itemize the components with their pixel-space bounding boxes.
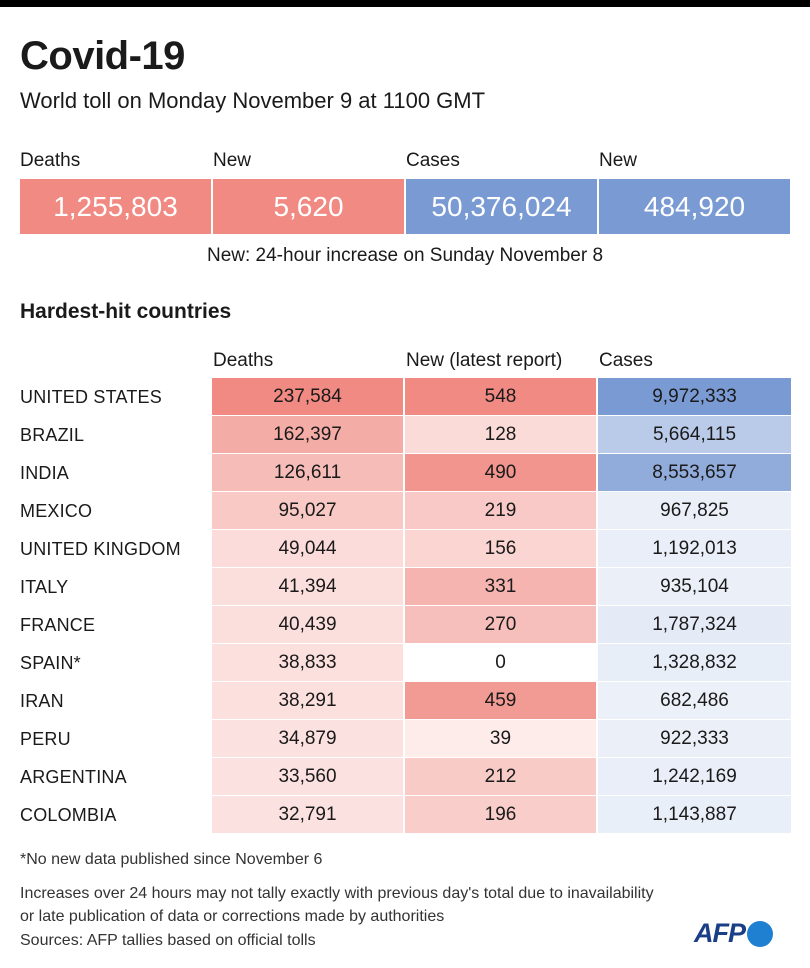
- table-row: UNITED STATES 237,584 548 9,972,333: [0, 378, 810, 416]
- country-name: UNITED KINGDOM: [20, 539, 181, 559]
- summary-new-cases-value: 484,920: [599, 179, 790, 234]
- table-row: ARGENTINA 33,560 212 1,242,169: [0, 758, 810, 796]
- country-name: PERU: [20, 729, 71, 749]
- deaths-cell: 33,560: [212, 758, 403, 795]
- country-name: IRAN: [20, 691, 64, 711]
- new-cell: 548: [405, 378, 596, 415]
- new-cell: 219: [405, 492, 596, 529]
- col-header-cases: Cases: [599, 350, 653, 371]
- cases-cell: 922,333: [598, 720, 791, 757]
- page-title: Covid-19: [20, 34, 185, 78]
- table-row: MEXICO 95,027 219 967,825: [0, 492, 810, 530]
- cases-cell: 5,664,115: [598, 416, 791, 453]
- cases-cell: 9,972,333: [598, 378, 791, 415]
- top-rule: [0, 0, 810, 7]
- summary-deaths-value: 1,255,803: [20, 179, 211, 234]
- new-cell: 0: [405, 644, 596, 681]
- new-cell: 212: [405, 758, 596, 795]
- deaths-cell: 41,394: [212, 568, 403, 605]
- afp-logo: AFP: [694, 918, 773, 949]
- cases-cell: 682,486: [598, 682, 791, 719]
- summary-new-cases-label: New: [599, 150, 638, 171]
- deaths-cell: 38,833: [212, 644, 403, 681]
- table-row: BRAZIL 162,397 128 5,664,115: [0, 416, 810, 454]
- col-header-deaths: Deaths: [213, 350, 274, 371]
- cases-cell: 967,825: [598, 492, 791, 529]
- cases-cell: 1,242,169: [598, 758, 791, 795]
- deaths-cell: 126,611: [212, 454, 403, 491]
- afp-logo-text: AFP: [694, 918, 746, 948]
- new-cell: 39: [405, 720, 596, 757]
- deaths-cell: 49,044: [212, 530, 403, 567]
- table-row: COLOMBIA 32,791 196 1,143,887: [0, 796, 810, 834]
- new-cell: 270: [405, 606, 596, 643]
- table-row: ITALY 41,394 331 935,104: [0, 568, 810, 606]
- table-row: UNITED KINGDOM 49,044 156 1,192,013: [0, 530, 810, 568]
- country-name: FRANCE: [20, 615, 96, 635]
- table-row: SPAIN* 38,833 0 1,328,832: [0, 644, 810, 682]
- new-cell: 196: [405, 796, 596, 833]
- deaths-cell: 237,584: [212, 378, 403, 415]
- deaths-cell: 40,439: [212, 606, 403, 643]
- table-row: PERU 34,879 39 922,333: [0, 720, 810, 758]
- country-table: UNITED STATES 237,584 548 9,972,333 BRAZIL 16…: [0, 378, 810, 834]
- new-cell: 331: [405, 568, 596, 605]
- summary-new-deaths-label: New: [213, 150, 252, 171]
- disclaimer-line-2: or late publication of data or correctio…: [20, 908, 445, 925]
- country-name: UNITED STATES: [20, 387, 162, 407]
- cases-cell: 1,328,832: [598, 644, 791, 681]
- deaths-cell: 38,291: [212, 682, 403, 719]
- disclaimer-line-1: Increases over 24 hours may not tally ex…: [20, 885, 654, 902]
- country-name: SPAIN*: [20, 653, 81, 673]
- cases-cell: 1,143,887: [598, 796, 791, 833]
- deaths-cell: 34,879: [212, 720, 403, 757]
- country-name: ARGENTINA: [20, 767, 127, 787]
- new-cell: 156: [405, 530, 596, 567]
- country-name: COLOMBIA: [20, 805, 117, 825]
- deaths-cell: 162,397: [212, 416, 403, 453]
- cases-cell: 8,553,657: [598, 454, 791, 491]
- table-row: INDIA 126,611 490 8,553,657: [0, 454, 810, 492]
- col-header-new: New (latest report): [406, 350, 563, 371]
- new-cell: 490: [405, 454, 596, 491]
- page-subtitle: World toll on Monday November 9 at 1100 …: [20, 88, 486, 113]
- summary-cases-value: 50,376,024: [406, 179, 597, 234]
- country-name: BRAZIL: [20, 425, 85, 445]
- cases-cell: 1,192,013: [598, 530, 791, 567]
- asterisk-note: *No new data published since November 6: [20, 851, 323, 868]
- cases-cell: 1,787,324: [598, 606, 791, 643]
- deaths-cell: 32,791: [212, 796, 403, 833]
- summary-new-deaths-value: 5,620: [213, 179, 404, 234]
- table-row: IRAN 38,291 459 682,486: [0, 682, 810, 720]
- afp-globe-icon: [747, 920, 773, 947]
- country-name: MEXICO: [20, 501, 93, 521]
- new-cell: 128: [405, 416, 596, 453]
- summary-cases-label: Cases: [406, 150, 460, 171]
- deaths-cell: 95,027: [212, 492, 403, 529]
- summary-deaths-label: Deaths: [20, 150, 81, 171]
- section-title: Hardest-hit countries: [20, 300, 232, 323]
- country-name: INDIA: [20, 463, 70, 483]
- table-row: FRANCE 40,439 270 1,787,324: [0, 606, 810, 644]
- new-cell: 459: [405, 682, 596, 719]
- summary-note: New: 24-hour increase on Sunday November…: [206, 245, 604, 266]
- sources-note: Sources: AFP tallies based on official t…: [20, 932, 316, 949]
- country-name: ITALY: [20, 577, 69, 597]
- cases-cell: 935,104: [598, 568, 791, 605]
